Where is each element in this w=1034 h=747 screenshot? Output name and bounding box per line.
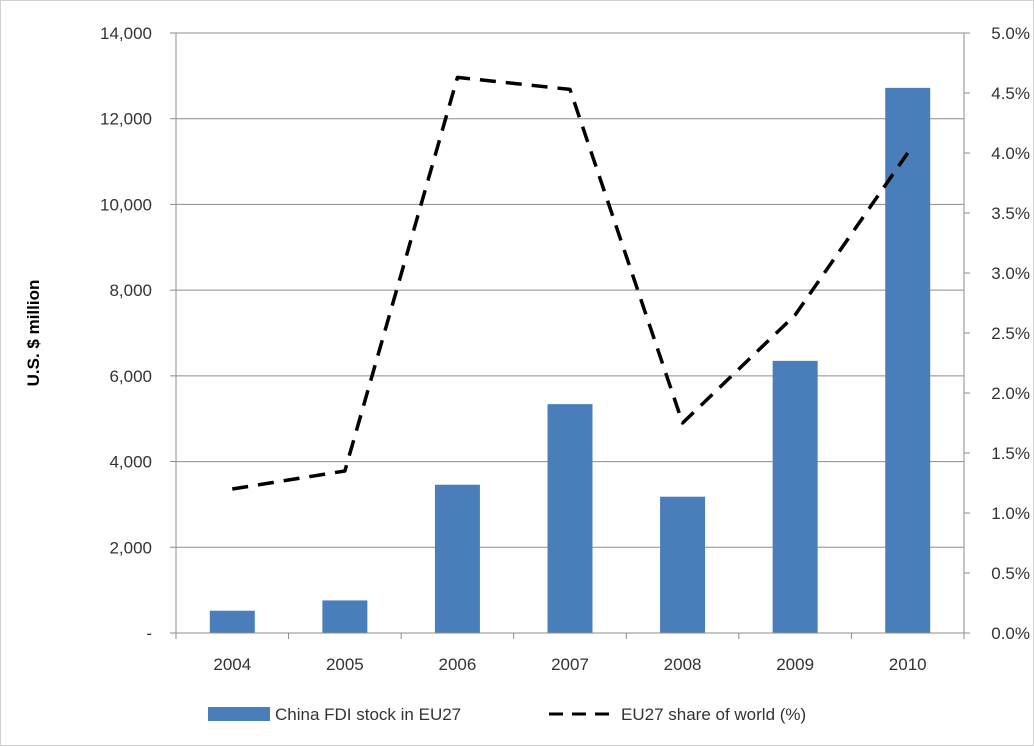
bar	[547, 404, 593, 633]
y2-tick-label: 5.0%	[991, 24, 1030, 43]
bar	[322, 600, 368, 633]
x-tick-label: 2010	[889, 655, 927, 674]
x-tick-label: 2009	[776, 655, 814, 674]
line-series	[232, 75, 910, 491]
y-tick-label: 14,000	[100, 24, 152, 43]
legend: China FDI stock in EU27 EU27 share of wo…	[208, 705, 806, 724]
y2-tick-label: 0.5%	[991, 564, 1030, 583]
x-tick-label: 2006	[439, 655, 477, 674]
bar	[434, 484, 480, 633]
category-axis-tick-labels: 2004 2005 2006 2007 2008 2009 2010	[213, 655, 926, 674]
y2-tick-label: 3.5%	[991, 204, 1030, 223]
bar	[885, 87, 931, 634]
x-tick-label: 2007	[551, 655, 589, 674]
bar	[660, 496, 706, 633]
y2-tick-label: 0.0%	[991, 624, 1030, 643]
legend-label-bar: China FDI stock in EU27	[275, 705, 461, 724]
y2-tick-label: 3.0%	[991, 264, 1030, 283]
y-tick-label: 4,000	[109, 453, 152, 472]
x-tick-label: 2005	[326, 655, 364, 674]
y-tick-label: 6,000	[109, 367, 152, 386]
y-tick-label: 12,000	[100, 110, 152, 129]
y-tick-label: 8,000	[109, 281, 152, 300]
y-tick-label: 2,000	[109, 538, 152, 557]
gridlines	[170, 32, 970, 634]
line-series-layer	[232, 75, 910, 491]
y2-tick-label: 2.5%	[991, 324, 1030, 343]
legend-label-line: EU27 share of world (%)	[621, 705, 806, 724]
y-axis-title: U.S. $ million	[24, 280, 43, 387]
y-tick-label: 10,000	[100, 195, 152, 214]
bar-series-layer	[209, 87, 931, 634]
y2-tick-label: 1.5%	[991, 444, 1030, 463]
y-tick-label: -	[146, 624, 152, 643]
left-axis-tick-labels: - 2,000 4,000 6,000 8,000 10,000 12,000 14,000	[100, 24, 152, 643]
bar	[772, 360, 818, 633]
x-tick-label: 2008	[664, 655, 702, 674]
y2-tick-label: 1.0%	[991, 504, 1030, 523]
y2-tick-label: 2.0%	[991, 384, 1030, 403]
bar	[209, 610, 255, 633]
x-tick-label: 2004	[213, 655, 251, 674]
right-axis-tick-labels: 0.0% 0.5% 1.0% 1.5% 2.0% 2.5% 3.0% 3.5% 4.0% 4.5%…	[991, 24, 1030, 643]
legend-swatch-bar	[208, 707, 270, 721]
axes	[175, 33, 965, 639]
y2-tick-label: 4.5%	[991, 84, 1030, 103]
y2-tick-label: 4.0%	[991, 144, 1030, 163]
